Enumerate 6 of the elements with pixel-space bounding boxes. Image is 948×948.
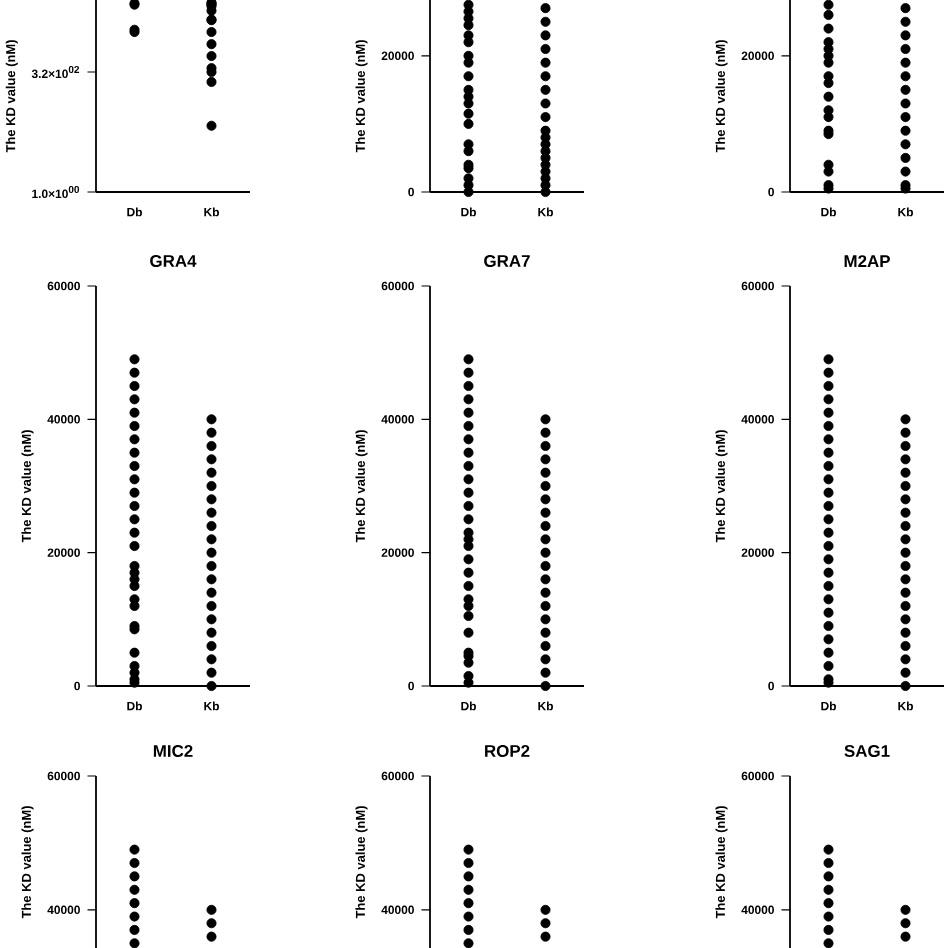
chart-title: SAG1 (844, 745, 890, 757)
chart-title: MIC2 (153, 745, 193, 757)
chart-title: ROP2 (485, 745, 530, 757)
chart-title: GRA4 (150, 255, 197, 267)
chart-title: GRA7 (484, 255, 530, 267)
chart-title: M2AP (844, 255, 890, 267)
